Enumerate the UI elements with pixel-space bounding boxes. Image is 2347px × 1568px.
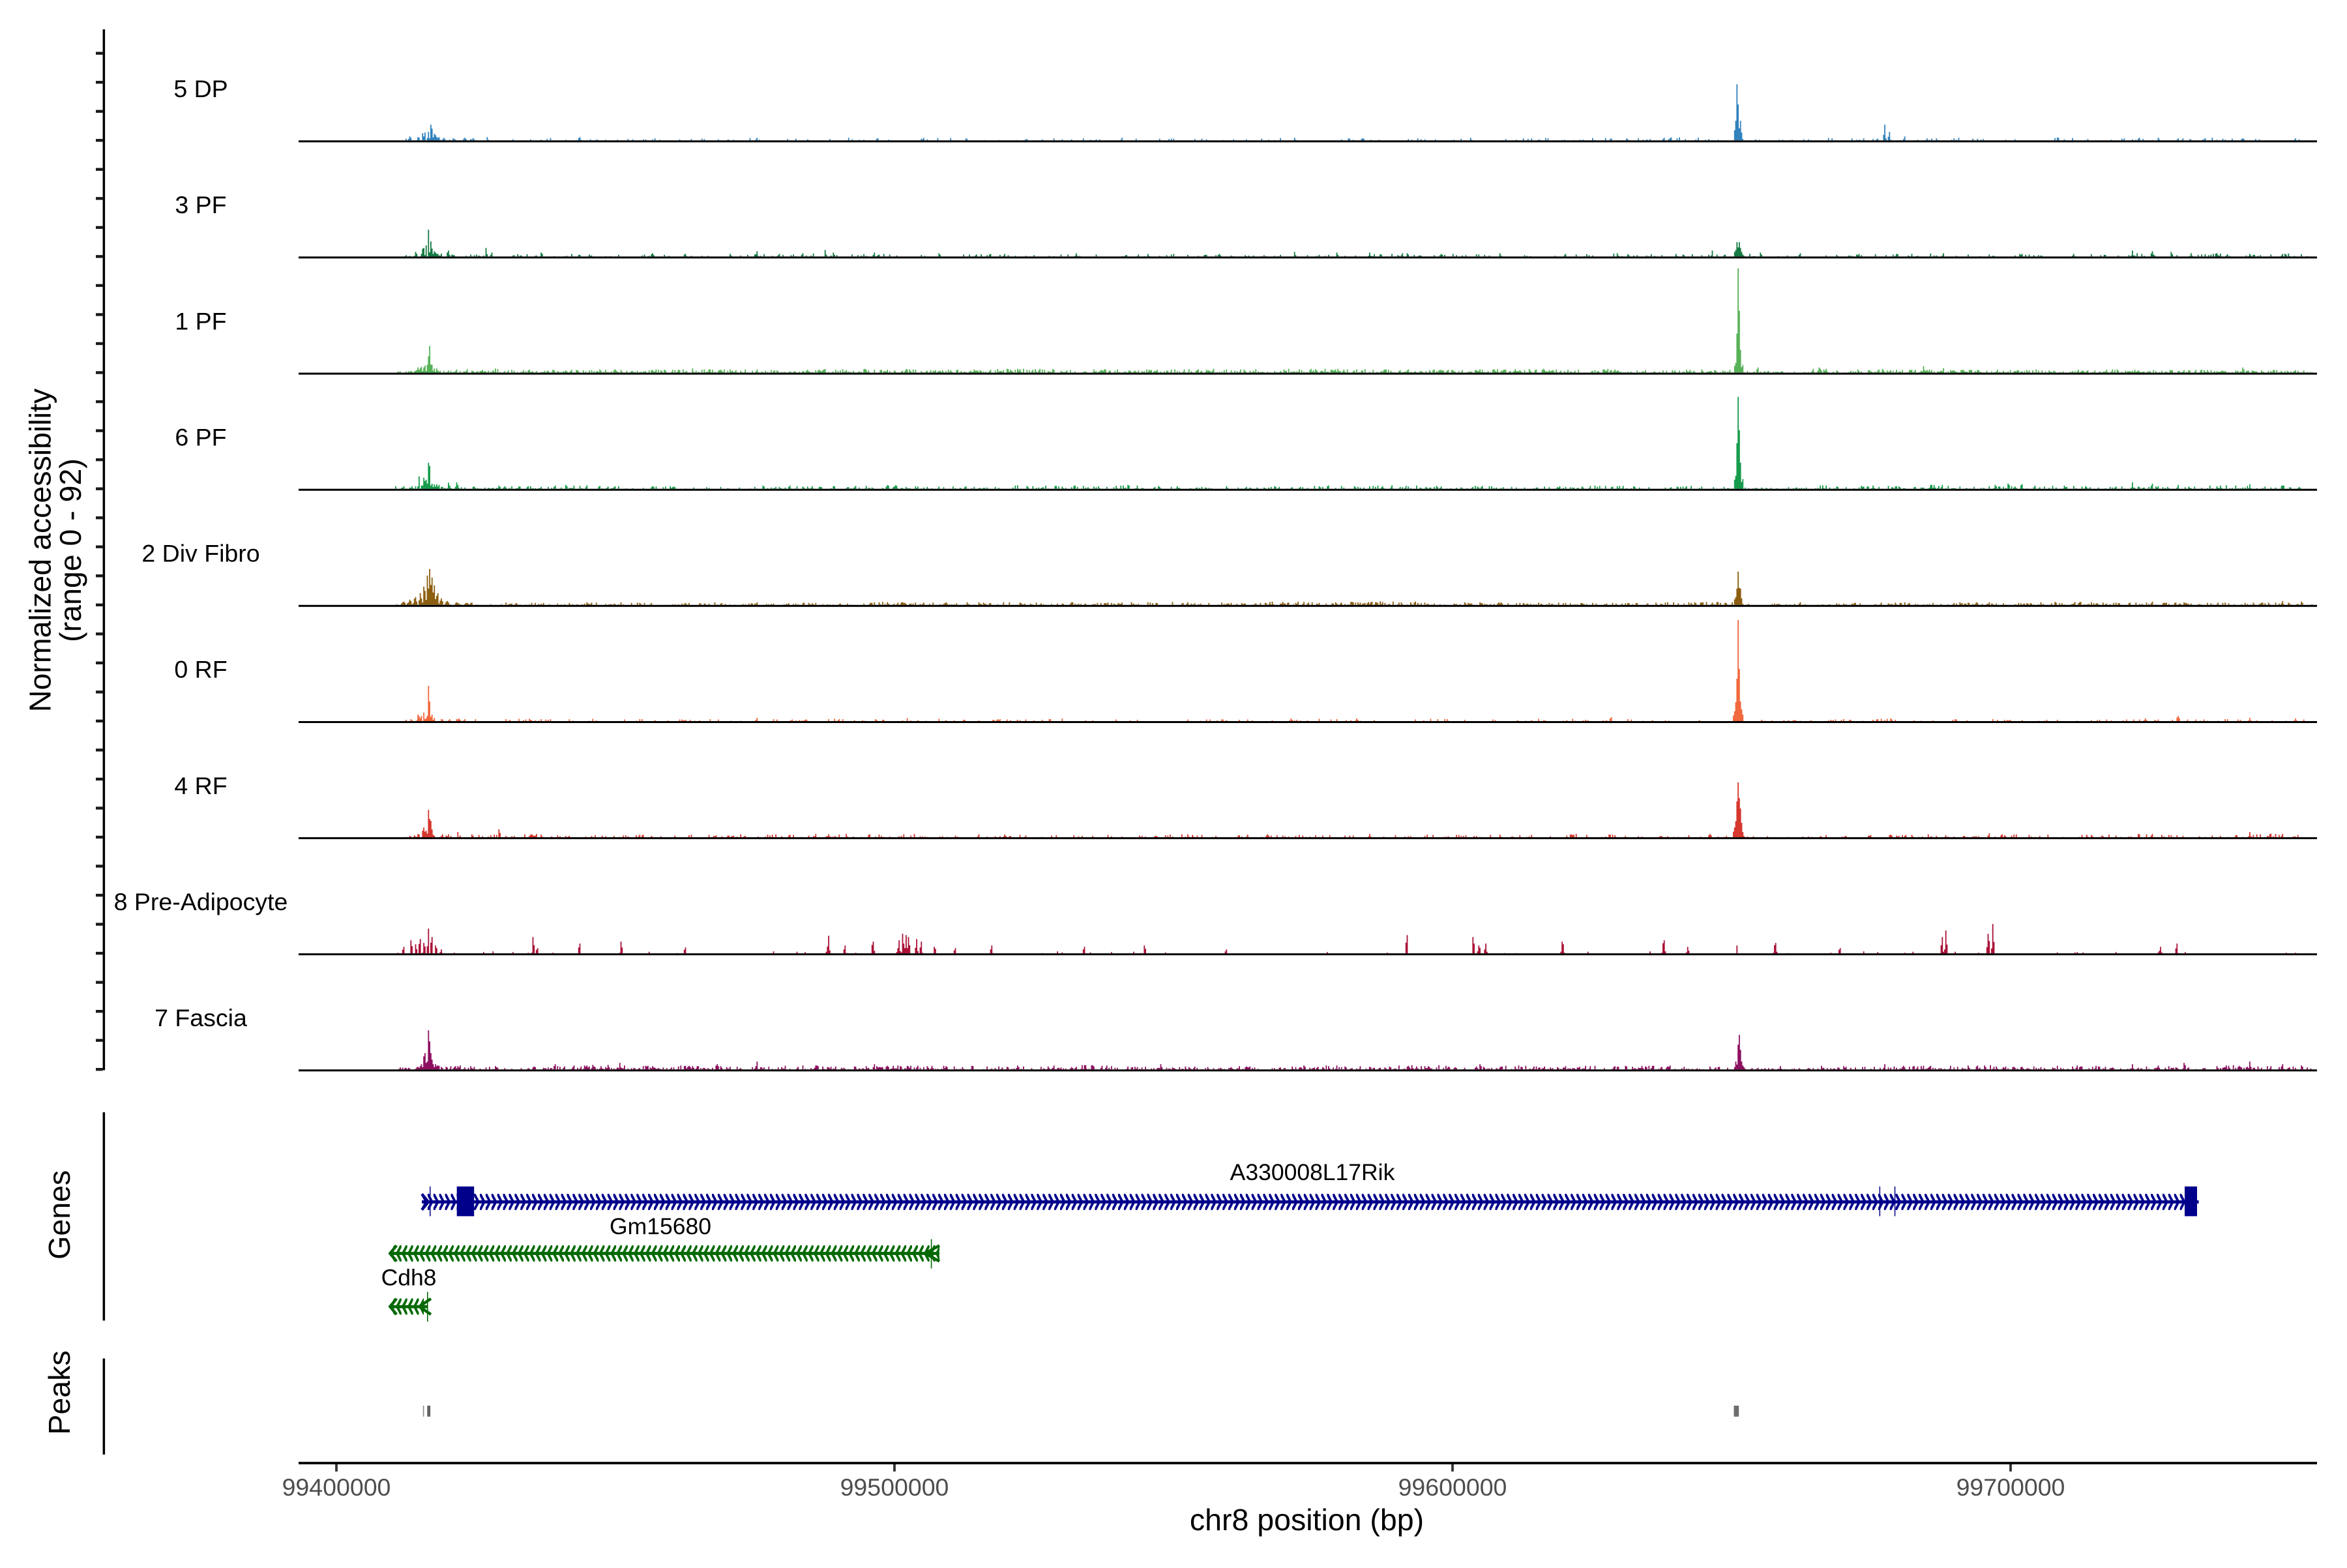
svg-text:(range 0 - 92): (range 0 - 92) [53,458,87,642]
svg-text:chr8 position (bp): chr8 position (bp) [1190,1503,1424,1537]
svg-text:2 Div Fibro: 2 Div Fibro [141,540,259,567]
svg-text:A330008L17Rik: A330008L17Rik [1230,1159,1395,1185]
svg-text:6 PF: 6 PF [175,424,226,451]
svg-text:99500000: 99500000 [840,1473,949,1501]
svg-text:1 PF: 1 PF [175,307,226,334]
svg-text:3 PF: 3 PF [175,191,226,218]
svg-text:99700000: 99700000 [1956,1473,2065,1501]
svg-text:Cdh8: Cdh8 [381,1265,437,1291]
svg-text:4 RF: 4 RF [174,772,227,799]
svg-text:0 RF: 0 RF [174,656,227,683]
svg-text:Gm15680: Gm15680 [610,1213,711,1239]
svg-text:Normalized accessibility: Normalized accessibility [23,388,57,712]
svg-text:5 DP: 5 DP [173,75,228,102]
svg-text:8 Pre-Adipocyte: 8 Pre-Adipocyte [114,888,288,915]
svg-text:7 Fascia: 7 Fascia [155,1004,247,1031]
svg-text:99400000: 99400000 [282,1473,391,1501]
svg-text:Genes: Genes [42,1170,76,1260]
svg-text:Peaks: Peaks [42,1350,76,1434]
svg-text:99600000: 99600000 [1398,1473,1507,1501]
